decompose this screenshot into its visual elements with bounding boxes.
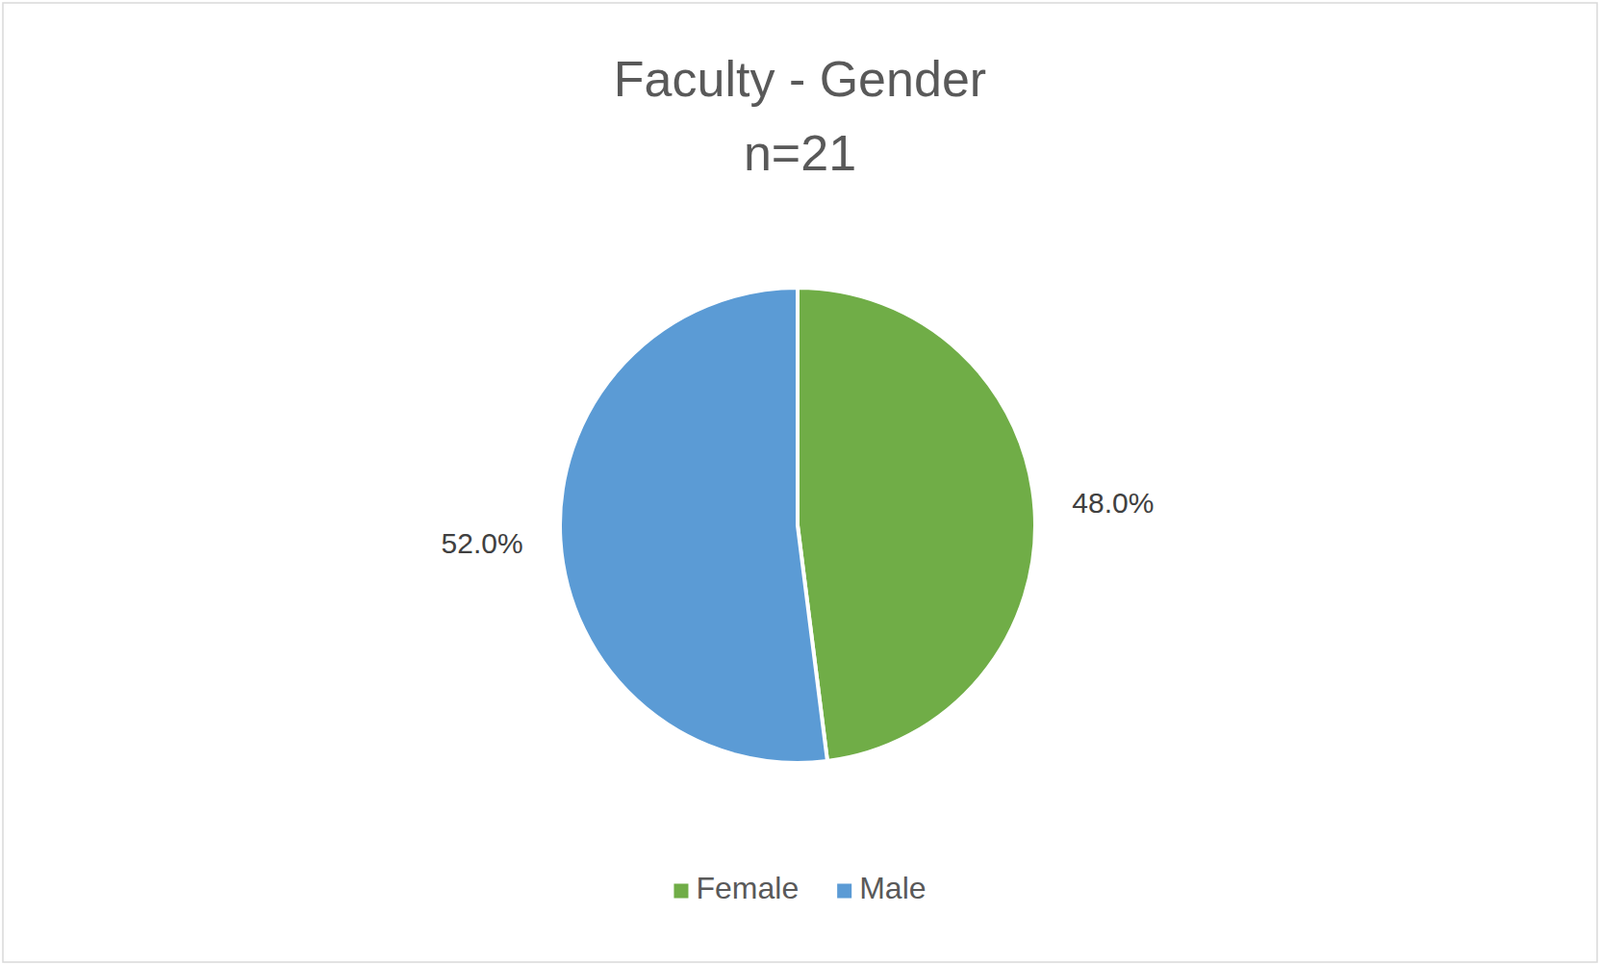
legend-item: Male xyxy=(837,870,926,906)
legend-label: Female xyxy=(695,870,799,906)
chart: Faculty - Gender n=21 48.0% 52.0% Female Male xyxy=(0,0,1600,965)
legend-item: Female xyxy=(673,870,799,906)
data-labels: 48.0% 52.0% xyxy=(441,486,1155,559)
pie xyxy=(559,287,1036,763)
data-label: 52.0% xyxy=(441,527,524,559)
legend-swatch xyxy=(837,884,852,899)
chart-frame xyxy=(2,2,1598,963)
pie-slice xyxy=(559,287,828,763)
chart-title: Faculty - Gender xyxy=(613,50,987,107)
chart-subtitle: n=21 xyxy=(743,125,857,181)
legend: Female Male xyxy=(673,870,926,906)
pie-slice xyxy=(797,287,1036,762)
legend-swatch xyxy=(673,884,688,899)
legend-label: Male xyxy=(859,870,926,906)
data-label: 48.0% xyxy=(1071,486,1154,519)
